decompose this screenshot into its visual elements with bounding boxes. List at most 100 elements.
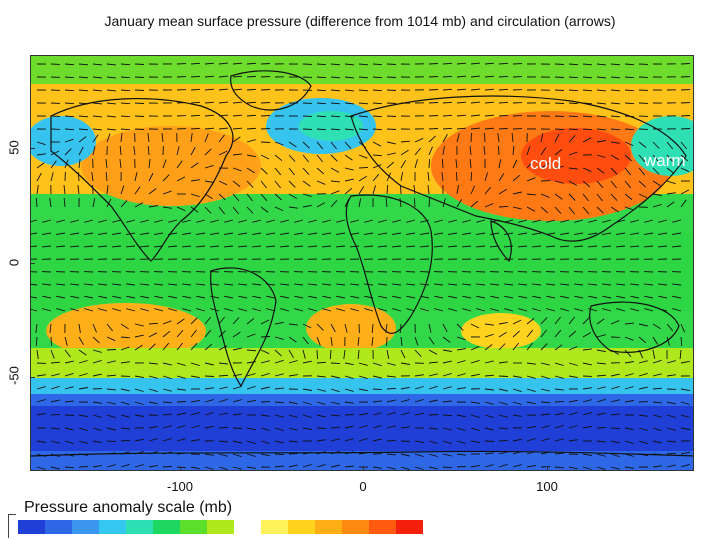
wind-arrow xyxy=(428,135,436,143)
wind-arrow xyxy=(392,232,402,236)
wind-arrow xyxy=(414,349,422,357)
wind-arrow xyxy=(196,219,206,223)
wind-arrow xyxy=(498,205,509,208)
wind-arrow xyxy=(147,133,150,143)
wind-arrow xyxy=(134,102,145,104)
wind-arrow xyxy=(140,295,150,299)
wind-arrow xyxy=(260,76,271,78)
wind-arrow xyxy=(134,63,145,65)
wind-arrow xyxy=(470,127,481,130)
wind-arrow xyxy=(414,412,424,416)
scale-swatch xyxy=(369,520,396,534)
wind-arrow xyxy=(308,283,318,286)
wind-arrow xyxy=(218,193,226,201)
pressure-field xyxy=(31,56,693,470)
wind-arrow xyxy=(512,174,521,182)
wind-arrow xyxy=(70,295,80,299)
wind-arrow xyxy=(582,317,590,325)
wind-arrow xyxy=(64,138,74,143)
wind-arrow xyxy=(126,283,136,286)
wind-arrow xyxy=(462,219,472,223)
wind-arrow xyxy=(638,453,648,457)
wind-arrow xyxy=(532,219,542,223)
wind-arrow xyxy=(596,374,607,377)
wind-arrow xyxy=(427,185,430,195)
wind-arrow xyxy=(406,308,416,312)
wind-arrow xyxy=(274,465,284,468)
wind-arrow xyxy=(316,361,327,364)
wind-arrow xyxy=(120,336,131,339)
wind-arrow xyxy=(624,63,635,66)
wind-arrow xyxy=(624,115,635,118)
wind-arrow xyxy=(182,232,192,236)
wind-arrow xyxy=(92,427,102,432)
wind-arrow xyxy=(176,424,186,429)
wind-arrow xyxy=(526,451,536,455)
wind-arrow xyxy=(190,193,200,198)
wind-arrow xyxy=(568,316,576,325)
wind-arrow xyxy=(293,245,304,248)
wind-arrow xyxy=(322,308,332,312)
wind-arrow xyxy=(511,132,514,143)
wind-arrow xyxy=(288,206,298,209)
wind-arrow xyxy=(428,146,433,156)
wind-arrow xyxy=(554,165,564,169)
wind-arrow xyxy=(484,440,495,442)
wind-arrow xyxy=(210,308,220,312)
wind-arrow xyxy=(428,197,431,208)
map-title: January mean surface pressure (differenc… xyxy=(104,13,616,29)
wind-arrow xyxy=(414,147,422,156)
wind-arrow xyxy=(329,349,332,360)
greenland-coast xyxy=(230,70,312,111)
wind-arrow xyxy=(78,115,89,118)
wind-arrow xyxy=(134,172,138,182)
wind-arrow xyxy=(568,167,578,170)
wind-arrow xyxy=(218,180,228,186)
wind-arrow xyxy=(224,232,234,236)
wind-arrow xyxy=(470,464,480,468)
wind-arrow xyxy=(307,245,318,248)
wind-arrow xyxy=(399,198,402,208)
wind-arrow xyxy=(218,386,228,390)
wind-arrow xyxy=(518,295,528,299)
wind-arrow xyxy=(246,399,256,403)
wind-arrow xyxy=(218,398,228,403)
wind-arrow xyxy=(302,336,309,345)
wind-arrow xyxy=(288,141,297,148)
wind-arrow xyxy=(568,76,579,79)
wind-arrow xyxy=(204,411,214,416)
wind-arrow xyxy=(112,283,122,286)
wind-arrow xyxy=(162,401,173,404)
wind-arrow xyxy=(84,219,94,223)
wind-arrow xyxy=(484,333,494,338)
wind-arrow xyxy=(204,343,213,351)
wind-arrow xyxy=(630,308,640,312)
wind-arrow xyxy=(238,232,248,236)
wind-arrow xyxy=(679,349,682,360)
wind-arrow xyxy=(246,373,256,377)
wind-arrow xyxy=(596,102,607,105)
scale-swatch xyxy=(45,520,72,534)
wind-arrow xyxy=(638,193,648,199)
wind-arrow xyxy=(498,414,508,418)
wind-arrow xyxy=(176,452,186,455)
wind-arrow xyxy=(260,115,271,117)
wind-arrow xyxy=(182,219,192,223)
wind-arrow xyxy=(204,329,212,338)
wind-arrow xyxy=(316,180,326,185)
wind-arrow xyxy=(64,360,74,364)
wind-arrow xyxy=(204,88,215,91)
wind-arrow xyxy=(610,128,621,131)
wind-arrow xyxy=(582,453,592,456)
wind-arrow xyxy=(162,174,170,182)
wind-arrow xyxy=(582,89,593,92)
wind-arrow xyxy=(148,362,158,365)
wind-arrow xyxy=(512,191,522,195)
wind-arrow xyxy=(147,145,150,156)
wind-arrow xyxy=(336,219,346,223)
wind-arrow xyxy=(372,362,382,367)
wind-arrow xyxy=(462,295,472,299)
wind-arrow xyxy=(666,141,674,150)
wind-arrow xyxy=(349,245,360,248)
wind-arrow xyxy=(260,372,270,377)
